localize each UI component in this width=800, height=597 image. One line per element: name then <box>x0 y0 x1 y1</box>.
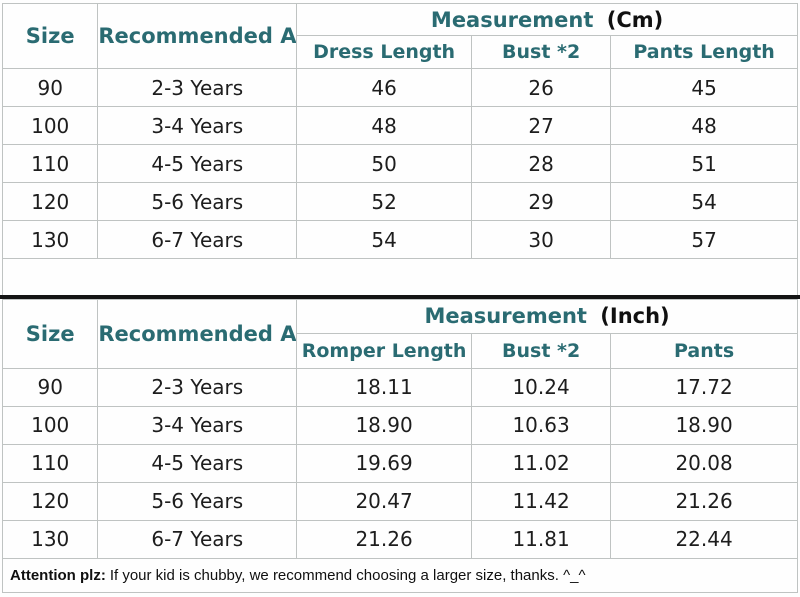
age-column-header: Recommended Age <box>97 298 298 369</box>
measurement-cell: 11.02 <box>471 443 612 483</box>
measurement-label: Measurement <box>424 304 587 328</box>
measurement-cell: 21.26 <box>296 519 473 559</box>
measurement-cell: 27 <box>471 106 612 145</box>
age-cell: 6-7 Years <box>97 220 298 259</box>
attention-note: Attention plz: If your kid is chubby, we… <box>2 558 798 593</box>
measurement-cell: 17.72 <box>610 367 798 407</box>
measurement-cell: 11.81 <box>471 519 612 559</box>
table-row: 100 3-4 Years 18.90 10.63 18.90 <box>1 405 798 445</box>
age-cell: 6-7 Years <box>97 519 298 559</box>
size-cell: 120 <box>1 481 99 521</box>
measurement-cell: 21.26 <box>610 481 798 521</box>
age-cell: 2-3 Years <box>97 367 298 407</box>
table-divider <box>0 294 800 299</box>
measurement-cell: 54 <box>610 182 798 221</box>
measurement-cell: 28 <box>471 144 612 183</box>
age-cell: 5-6 Years <box>97 182 298 221</box>
measurement-cell: 10.24 <box>471 367 612 407</box>
size-cell: 100 <box>1 106 99 145</box>
age-column-header: Recommended Age <box>97 3 298 69</box>
column-header-dress-length: Dress Length <box>296 35 473 69</box>
size-cell: 90 <box>1 68 99 107</box>
attention-label: Attention plz: <box>10 566 106 584</box>
age-cell: 2-3 Years <box>97 68 298 107</box>
size-cell: 130 <box>1 519 99 559</box>
measurement-cell: 29 <box>471 182 612 221</box>
size-table-inch: Size Recommended Age Measurement (Inch) … <box>1 298 798 559</box>
measurement-cell: 50 <box>296 144 473 183</box>
age-cell: 3-4 Years <box>97 405 298 445</box>
spacer-row <box>2 258 798 295</box>
measurement-cell: 11.42 <box>471 481 612 521</box>
measurement-cell: 18.90 <box>296 405 473 445</box>
column-header-pants: Pants <box>610 332 798 369</box>
column-header-bust: Bust *2 <box>471 35 612 69</box>
measurement-cell: 22.44 <box>610 519 798 559</box>
size-cell: 90 <box>1 367 99 407</box>
measurement-cell: 18.90 <box>610 405 798 445</box>
age-cell: 4-5 Years <box>97 144 298 183</box>
table-row: 130 6-7 Years 54 30 57 <box>1 220 798 259</box>
measurement-label: Measurement <box>430 7 594 32</box>
table-row: 110 4-5 Years 19.69 11.02 20.08 <box>1 443 798 483</box>
size-cell: 100 <box>1 405 99 445</box>
size-cell: 110 <box>1 144 99 183</box>
table-row: 110 4-5 Years 50 28 51 <box>1 144 798 183</box>
measurement-cell: 26 <box>471 68 612 107</box>
table-row: 120 5-6 Years 52 29 54 <box>1 182 798 221</box>
measurement-header: Measurement (Inch) <box>296 298 798 334</box>
measurement-cell: 52 <box>296 182 473 221</box>
measurement-header: Measurement (Cm) <box>296 3 798 36</box>
measurement-cell: 48 <box>296 106 473 145</box>
size-cell: 110 <box>1 443 99 483</box>
size-column-header: Size <box>1 3 99 69</box>
measurement-unit: (Inch) <box>600 304 670 328</box>
header-row-sub: Romper Length Bust *2 Pants <box>3 332 798 369</box>
measurement-cell: 30 <box>471 220 612 259</box>
measurement-cell: 18.11 <box>296 367 473 407</box>
size-cell: 120 <box>1 182 99 221</box>
header-row-sub: Dress Length Bust *2 Pants Length <box>3 35 798 69</box>
measurement-cell: 51 <box>610 144 798 183</box>
table-row: 90 2-3 Years 18.11 10.24 17.72 <box>1 367 798 407</box>
size-column-header: Size <box>1 298 99 369</box>
measurement-cell: 48 <box>610 106 798 145</box>
age-cell: 5-6 Years <box>97 481 298 521</box>
age-cell: 4-5 Years <box>97 443 298 483</box>
attention-text: If your kid is chubby, we recommend choo… <box>109 566 586 584</box>
column-header-romper-length: Romper Length <box>296 332 473 369</box>
measurement-cell: 45 <box>610 68 798 107</box>
column-header-bust: Bust *2 <box>471 332 612 369</box>
size-cell: 130 <box>1 220 99 259</box>
measurement-unit: (Cm) <box>606 7 664 32</box>
measurement-cell: 19.69 <box>296 443 473 483</box>
size-table-cm: Size Recommended Age Measurement (Cm) Dr… <box>1 3 798 295</box>
table-row: 130 6-7 Years 21.26 11.81 22.44 <box>1 519 798 559</box>
header-row-main: Size Recommended Age Measurement (Inch) <box>1 298 798 369</box>
measurement-cell: 57 <box>610 220 798 259</box>
table-row: 120 5-6 Years 20.47 11.42 21.26 <box>1 481 798 521</box>
spacer-cell <box>2 258 798 295</box>
table-row: 100 3-4 Years 48 27 48 <box>1 106 798 145</box>
measurement-cell: 20.08 <box>610 443 798 483</box>
table-row: 90 2-3 Years 46 26 45 <box>1 68 798 107</box>
measurement-cell: 54 <box>296 220 473 259</box>
measurement-cell: 46 <box>296 68 473 107</box>
measurement-cell: 10.63 <box>471 405 612 445</box>
age-cell: 3-4 Years <box>97 106 298 145</box>
column-header-pants-length: Pants Length <box>610 35 798 69</box>
measurement-cell: 20.47 <box>296 481 473 521</box>
header-row-main: Size Recommended Age Measurement (Cm) <box>1 3 798 69</box>
